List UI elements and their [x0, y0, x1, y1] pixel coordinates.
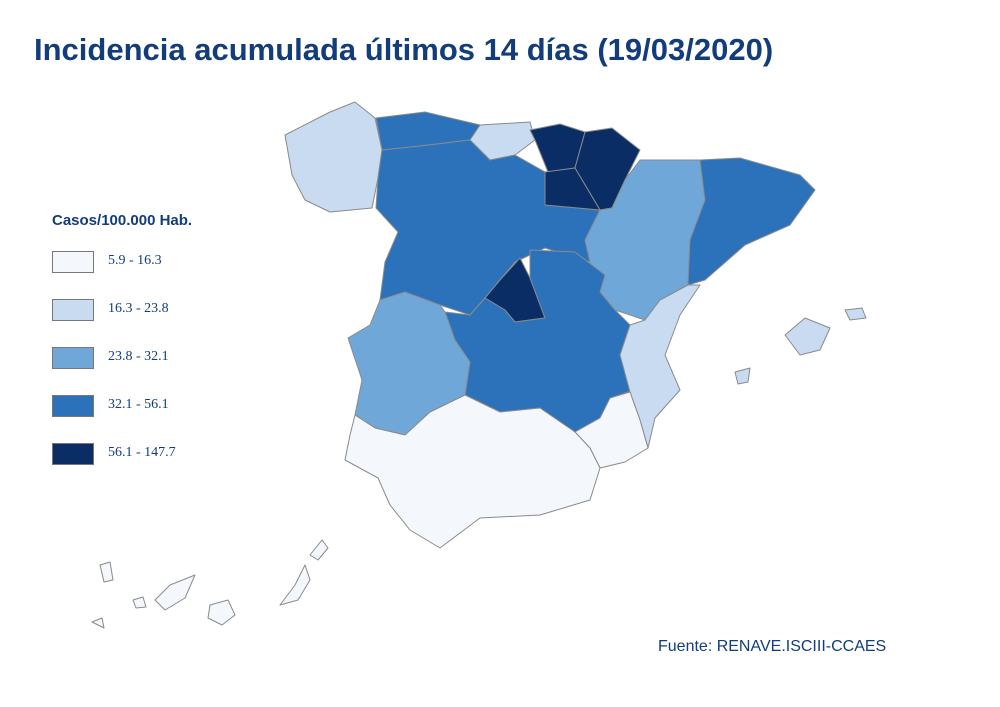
legend-label: 32.1 - 56.1	[108, 397, 169, 412]
region	[207, 599, 236, 626]
region	[844, 307, 867, 321]
legend-label: 23.8 - 32.1	[108, 349, 169, 364]
legend-swatch	[52, 443, 94, 465]
region	[687, 157, 816, 286]
legend-swatch	[52, 395, 94, 417]
region	[91, 617, 105, 629]
legend-label: 16.3 - 23.8	[108, 301, 169, 316]
region	[344, 394, 601, 549]
source: Fuente: RENAVE.ISCIII-CCAES	[658, 638, 887, 655]
legend-title: Casos/100.000 Hab.	[52, 212, 193, 229]
legend-swatch	[52, 251, 94, 273]
region	[284, 101, 383, 213]
region	[734, 367, 751, 385]
region	[132, 596, 147, 609]
legend-label: 56.1 - 147.7	[108, 445, 176, 460]
region	[154, 574, 196, 611]
legend-swatch	[52, 347, 94, 369]
region	[279, 564, 311, 606]
region	[574, 391, 649, 469]
legend-label: 5.9 - 16.3	[108, 253, 162, 268]
legend-swatch	[52, 299, 94, 321]
region	[309, 539, 329, 561]
title: Incidencia acumulada últimos 14 días (19…	[34, 32, 774, 67]
region	[99, 561, 114, 583]
region	[619, 284, 701, 449]
region	[784, 317, 831, 356]
